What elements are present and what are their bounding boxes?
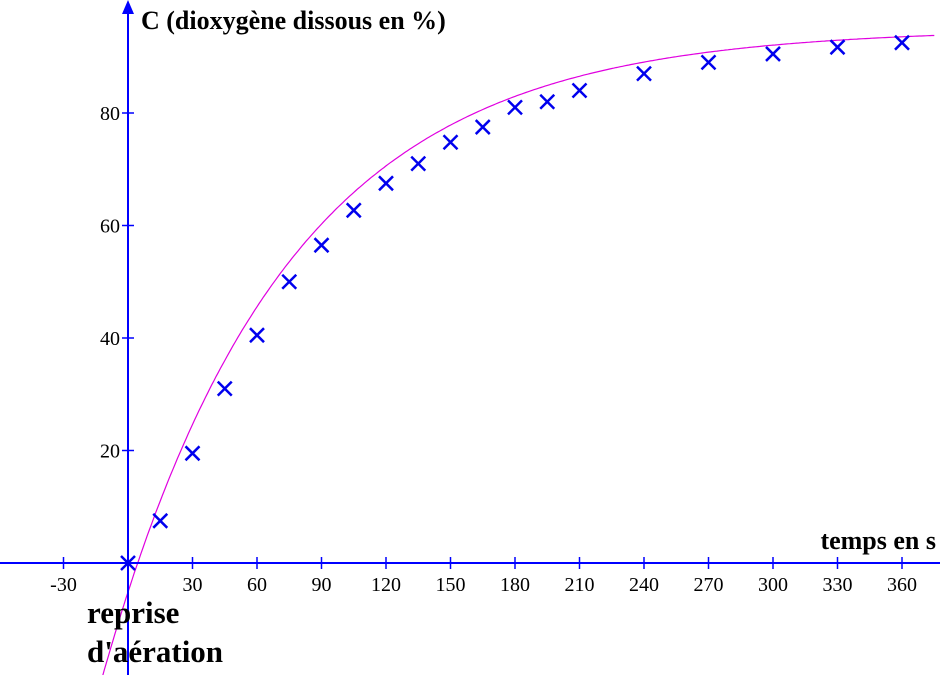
- y-tick-label: 20: [100, 441, 120, 463]
- data-point-stroke: [507, 99, 523, 116]
- data-point-stroke: [636, 65, 652, 82]
- x-tick-label: 150: [436, 574, 466, 596]
- data-point-stroke: [539, 93, 556, 110]
- data-point-marker: [765, 46, 781, 62]
- data-point-stroke: [249, 327, 265, 344]
- data-point-stroke: [410, 155, 427, 172]
- x-tick-label: 360: [887, 574, 917, 596]
- data-point-marker: [216, 380, 233, 397]
- fit-curve: [102, 34, 935, 675]
- x-tick-label: -30: [50, 574, 77, 596]
- data-point-marker: [378, 175, 394, 192]
- data-point-marker: [571, 82, 588, 99]
- y-tick-label: 80: [100, 103, 120, 125]
- x-tick-label: 120: [371, 574, 401, 596]
- data-point-stroke: [765, 46, 781, 62]
- x-tick-label: 300: [758, 574, 788, 596]
- data-point-marker: [249, 327, 265, 344]
- data-point-marker: [894, 34, 910, 51]
- x-tick-label: 270: [694, 574, 724, 596]
- data-point-stroke: [700, 54, 717, 71]
- points-layer: [120, 34, 910, 571]
- y-axis-arrow: [122, 0, 134, 14]
- x-axis-title: temps en s: [820, 526, 936, 555]
- data-point-stroke: [120, 555, 136, 571]
- data-point-stroke: [345, 202, 362, 219]
- data-point-marker: [120, 555, 136, 571]
- data-point-marker: [700, 54, 717, 71]
- data-point-stroke: [378, 175, 394, 192]
- data-point-marker: [184, 445, 201, 462]
- data-point-stroke: [442, 134, 459, 151]
- y-tick-label: 40: [100, 328, 120, 350]
- data-point-stroke: [184, 445, 201, 462]
- data-point-stroke: [216, 380, 233, 397]
- x-tick-label: 90: [312, 574, 332, 596]
- data-point-marker: [507, 99, 523, 116]
- x-tick-label: 240: [629, 574, 659, 596]
- data-point-marker: [442, 134, 459, 151]
- x-tick-label: 210: [565, 574, 595, 596]
- data-point-stroke: [894, 34, 910, 51]
- data-point-stroke: [474, 119, 491, 135]
- annotation-line-2: d'aération: [87, 634, 223, 669]
- x-tick-label: 180: [500, 574, 530, 596]
- data-point-marker: [829, 39, 846, 56]
- data-point-stroke: [152, 512, 169, 529]
- x-tick-label: 60: [247, 574, 267, 596]
- data-point-stroke: [281, 273, 298, 290]
- data-point-marker: [152, 512, 169, 529]
- data-point-stroke: [571, 82, 588, 99]
- data-point-marker: [474, 119, 491, 135]
- y-axis-title: C (dioxygène dissous en %): [141, 6, 446, 35]
- data-point-marker: [281, 273, 298, 290]
- annotation-line-1: reprise: [87, 595, 179, 630]
- data-point-marker: [410, 155, 427, 172]
- data-point-marker: [345, 202, 362, 219]
- data-point-marker: [313, 237, 330, 254]
- data-point-stroke: [313, 237, 330, 254]
- y-tick-label: 60: [100, 216, 120, 238]
- x-tick-label: 330: [823, 574, 853, 596]
- x-tick-label: 30: [183, 574, 203, 596]
- ticks-layer: -30 30 60 90 120 150 180 210 240 270 300 330 360 20 40…: [50, 103, 917, 596]
- data-point-marker: [539, 93, 556, 110]
- data-point-marker: [636, 65, 652, 82]
- data-point-stroke: [829, 39, 846, 56]
- fit-curve-layer: [102, 34, 935, 675]
